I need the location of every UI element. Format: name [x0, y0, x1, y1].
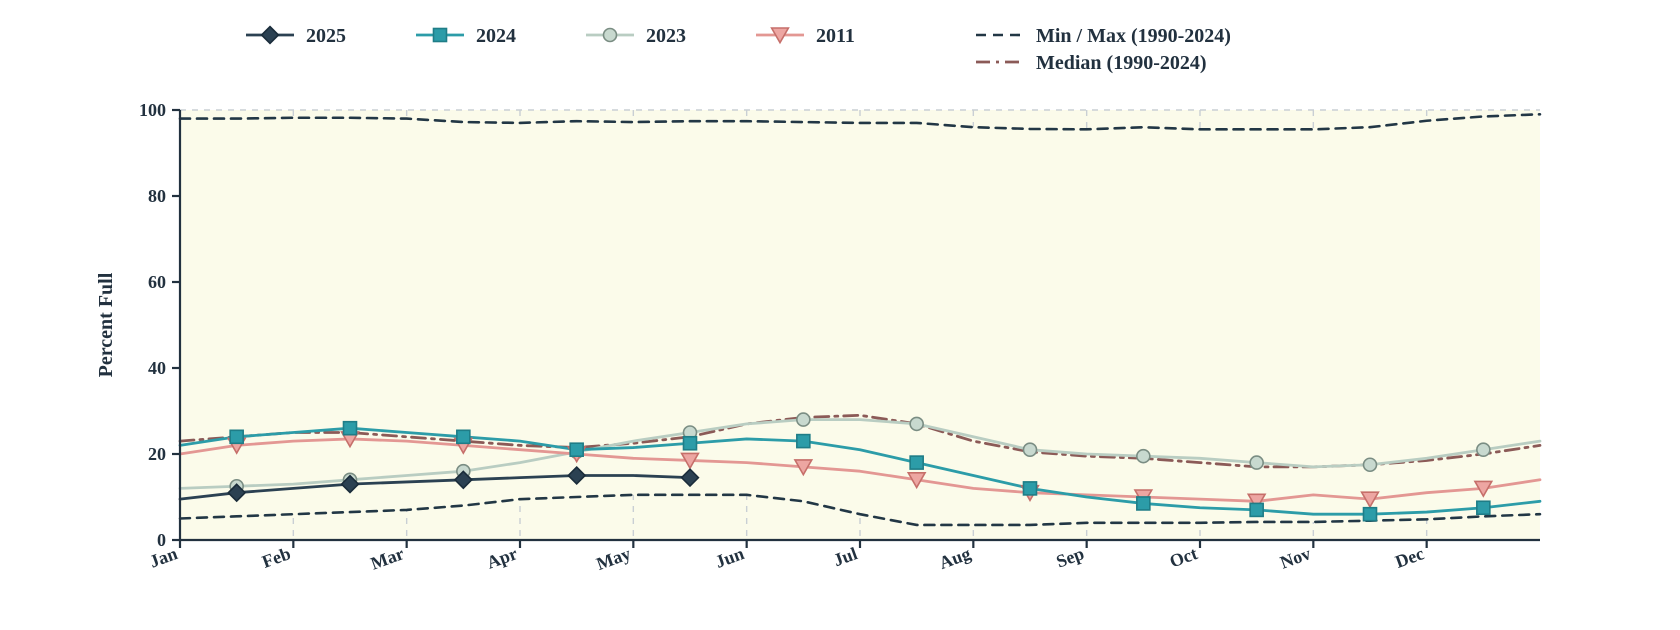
marker-y2023 [797, 413, 810, 426]
legend-label-y2023: 2023 [646, 25, 686, 47]
marker-y2023 [1250, 456, 1263, 469]
marker-y2024 [457, 430, 470, 443]
marker-y2024 [910, 456, 923, 469]
x-tick-label: Feb [259, 543, 293, 572]
legend-label-y2024: 2024 [476, 25, 516, 47]
marker-y2024 [684, 437, 697, 450]
marker-y2024 [1024, 482, 1037, 495]
legend-marker-y2024 [434, 29, 447, 42]
legend-label-median: Median (1990-2024) [1036, 52, 1207, 74]
x-tick-label: Mar [368, 543, 407, 573]
marker-y2023 [1137, 450, 1150, 463]
legend-marker-y2025 [262, 27, 279, 44]
x-tick-label: Dec [1393, 543, 1427, 572]
x-tick-label: Apr [484, 543, 520, 572]
y-tick-label: 100 [139, 100, 166, 120]
x-tick-label: Jan [147, 543, 180, 571]
marker-y2024 [797, 435, 810, 448]
legend-label-y2011: 2011 [816, 25, 855, 47]
marker-y2024 [1364, 508, 1377, 521]
marker-y2023 [1024, 443, 1037, 456]
marker-y2024 [1250, 503, 1263, 516]
marker-y2023 [910, 417, 923, 430]
marker-y2024 [344, 422, 357, 435]
legend-label-y2025: 2025 [306, 25, 346, 47]
marker-y2024 [1477, 501, 1490, 514]
marker-y2023 [1477, 443, 1490, 456]
minmax-band [180, 114, 1540, 525]
y-axis-label: Percent Full [95, 272, 117, 377]
y-tick-label: 40 [148, 358, 166, 378]
x-tick-label: Sep [1054, 543, 1087, 571]
y-tick-label: 20 [148, 444, 166, 464]
chart-svg: 020406080100JanFebMarAprMayJunJulAugSepO… [0, 0, 1680, 630]
y-tick-label: 60 [148, 272, 166, 292]
y-tick-label: 80 [148, 186, 166, 206]
x-tick-label: Aug [936, 543, 973, 573]
marker-y2023 [1364, 458, 1377, 471]
marker-y2024 [570, 443, 583, 456]
chart-container: 020406080100JanFebMarAprMayJunJulAugSepO… [0, 0, 1680, 630]
x-tick-label: Nov [1277, 543, 1313, 572]
x-tick-label: Oct [1167, 543, 1200, 571]
x-tick-label: Jul [831, 543, 860, 570]
x-tick-label: May [594, 543, 634, 574]
legend-label-minmax: Min / Max (1990-2024) [1036, 25, 1231, 47]
marker-y2024 [1137, 497, 1150, 510]
legend-marker-y2023 [604, 29, 617, 42]
x-tick-label: Jun [713, 543, 747, 572]
marker-y2024 [230, 430, 243, 443]
